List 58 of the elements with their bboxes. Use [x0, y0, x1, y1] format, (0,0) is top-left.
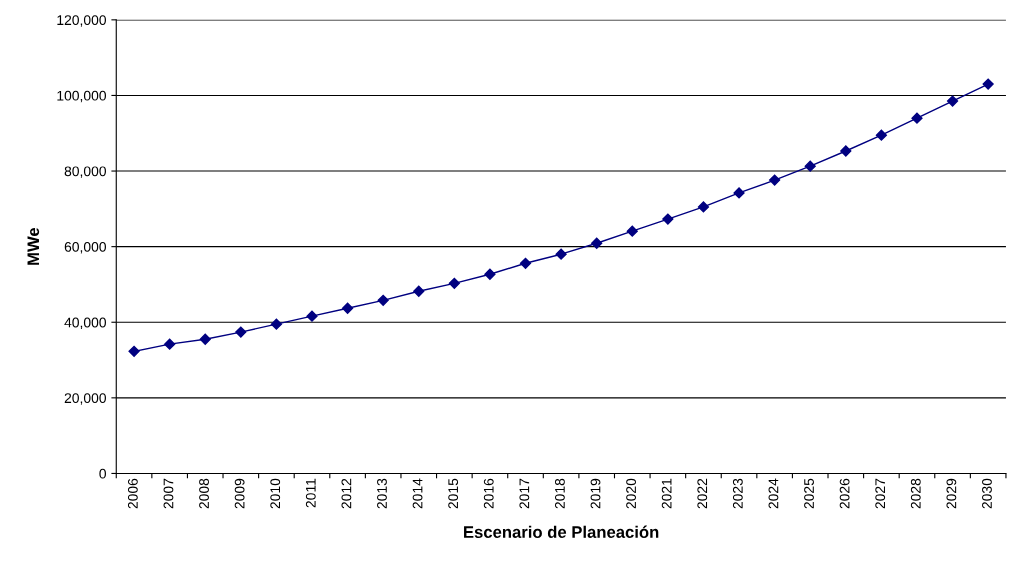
x-tick-label: 2011	[305, 478, 316, 508]
y-tick-label: 100,000	[57, 90, 106, 103]
x-tick-label: 2015	[448, 478, 459, 509]
y-tick-label: 120,000	[57, 15, 106, 27]
y-tick-label: 60,000	[64, 241, 106, 254]
y-tick-label: 20,000	[64, 393, 106, 405]
point	[840, 145, 852, 157]
x-tick-label: 2030	[982, 478, 992, 509]
point	[377, 294, 389, 306]
point	[875, 129, 887, 141]
x-tick-label: 2029	[946, 478, 957, 509]
point	[128, 345, 140, 357]
x-tick-label: 2016	[483, 478, 494, 509]
point	[519, 257, 532, 269]
point	[591, 237, 603, 249]
x-tick-label: 2007	[163, 478, 174, 509]
x-tick-label: 2006	[127, 478, 138, 509]
point	[164, 338, 176, 350]
point	[448, 277, 460, 289]
x-tick-label: 2018	[555, 478, 565, 509]
x-tick-label: 2024	[768, 478, 779, 509]
x-tick-label: 2009	[234, 478, 245, 509]
x-tick-label: 2008	[199, 478, 209, 509]
point	[697, 201, 710, 213]
x-tick-label: 2021	[661, 478, 672, 509]
x-tick-label: 2020	[626, 478, 637, 509]
x-axis-title: Escenario de Planeación	[464, 525, 659, 538]
point	[946, 95, 959, 107]
y-axis-title: MWe	[27, 227, 40, 265]
x-tick-label: 2010	[270, 478, 281, 509]
point	[413, 285, 425, 297]
point	[235, 326, 247, 338]
x-tick-label: 2028	[910, 478, 921, 509]
x-tick-label: 2017	[519, 478, 530, 509]
point	[341, 302, 354, 314]
x-tick-label: 2012	[341, 478, 352, 509]
point	[555, 248, 567, 260]
x-tick-label: 2013	[377, 478, 387, 509]
x-tick-label: 2023	[732, 478, 743, 509]
y-tick-label: 40,000	[64, 317, 106, 330]
x-tick-label: 2014	[412, 478, 423, 509]
point	[270, 318, 283, 330]
y-tick-label: 0	[99, 468, 106, 479]
x-tick-label: 2027	[875, 478, 886, 509]
point	[769, 174, 781, 186]
x-tick-label: 2026	[839, 478, 850, 509]
y-tick-label: 80,000	[64, 166, 106, 178]
point	[199, 333, 211, 345]
x-tick-label: 2019	[590, 478, 601, 509]
point	[662, 213, 674, 225]
point	[306, 310, 318, 322]
x-tick-label: 2025	[804, 478, 814, 509]
x-tick-label: 2022	[697, 478, 708, 509]
point	[982, 78, 994, 90]
point	[911, 112, 923, 124]
point	[626, 225, 638, 237]
point	[804, 160, 816, 172]
point	[484, 268, 496, 280]
